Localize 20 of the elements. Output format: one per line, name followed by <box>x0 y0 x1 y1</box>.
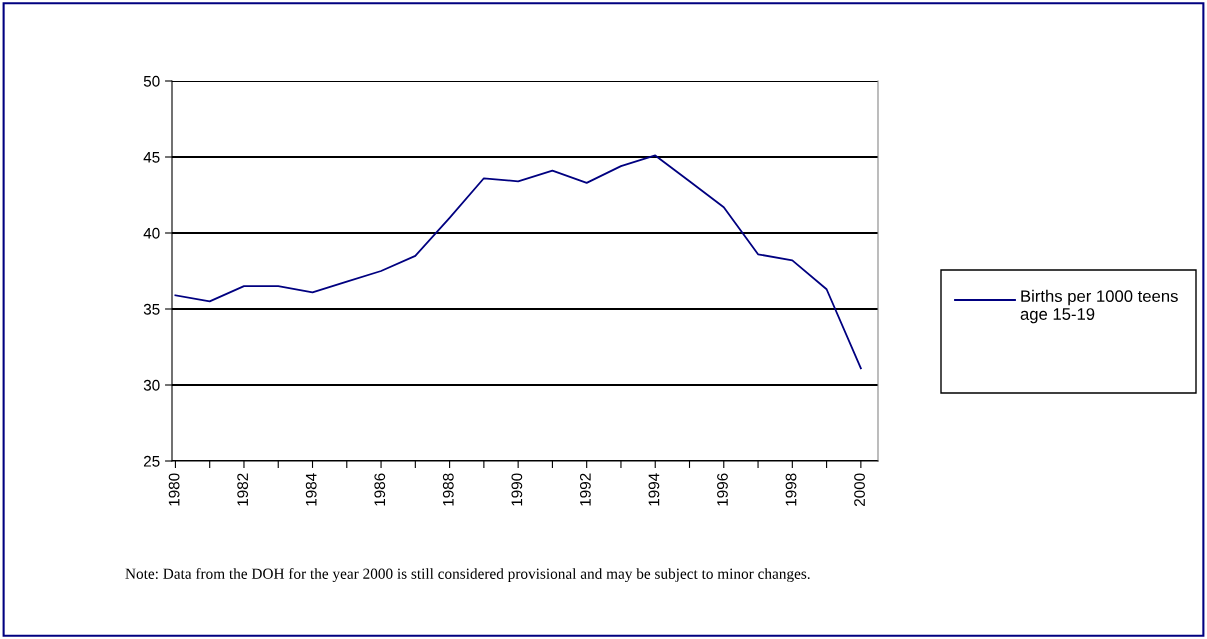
x-tick-label: 1992 <box>579 473 591 506</box>
x-tick-label: 1988 <box>442 473 454 506</box>
x-tick-label: 1996 <box>717 473 728 506</box>
legend-label: Births per 1000 teens age 15-19 <box>1020 289 1178 324</box>
x-tick-label: 1998 <box>785 473 797 506</box>
x-tick-label: 1980 <box>168 473 180 506</box>
text: Note: Data from the DOH for the year 2000 is still considered provisional and may be subject to minor changes. <box>125 567 810 583</box>
x-tick-label: 2000 <box>854 473 865 507</box>
y-tick-label: 50 <box>143 75 160 87</box>
line-series <box>174 154 862 370</box>
x-tick-label: 1982 <box>237 473 249 506</box>
x-tick-label: 1986 <box>374 473 386 506</box>
y-tick-label: 45 <box>143 152 160 163</box>
y-tick-label: 35 <box>143 303 160 315</box>
x-tick-label: 1984 <box>305 473 317 506</box>
y-tick-label: 40 <box>143 227 160 239</box>
x-tick-label: 1994 <box>648 473 660 506</box>
y-tick-label: 30 <box>143 379 160 391</box>
x-tick-label: 1990 <box>511 473 523 506</box>
y-tick-label: 25 <box>143 455 160 467</box>
